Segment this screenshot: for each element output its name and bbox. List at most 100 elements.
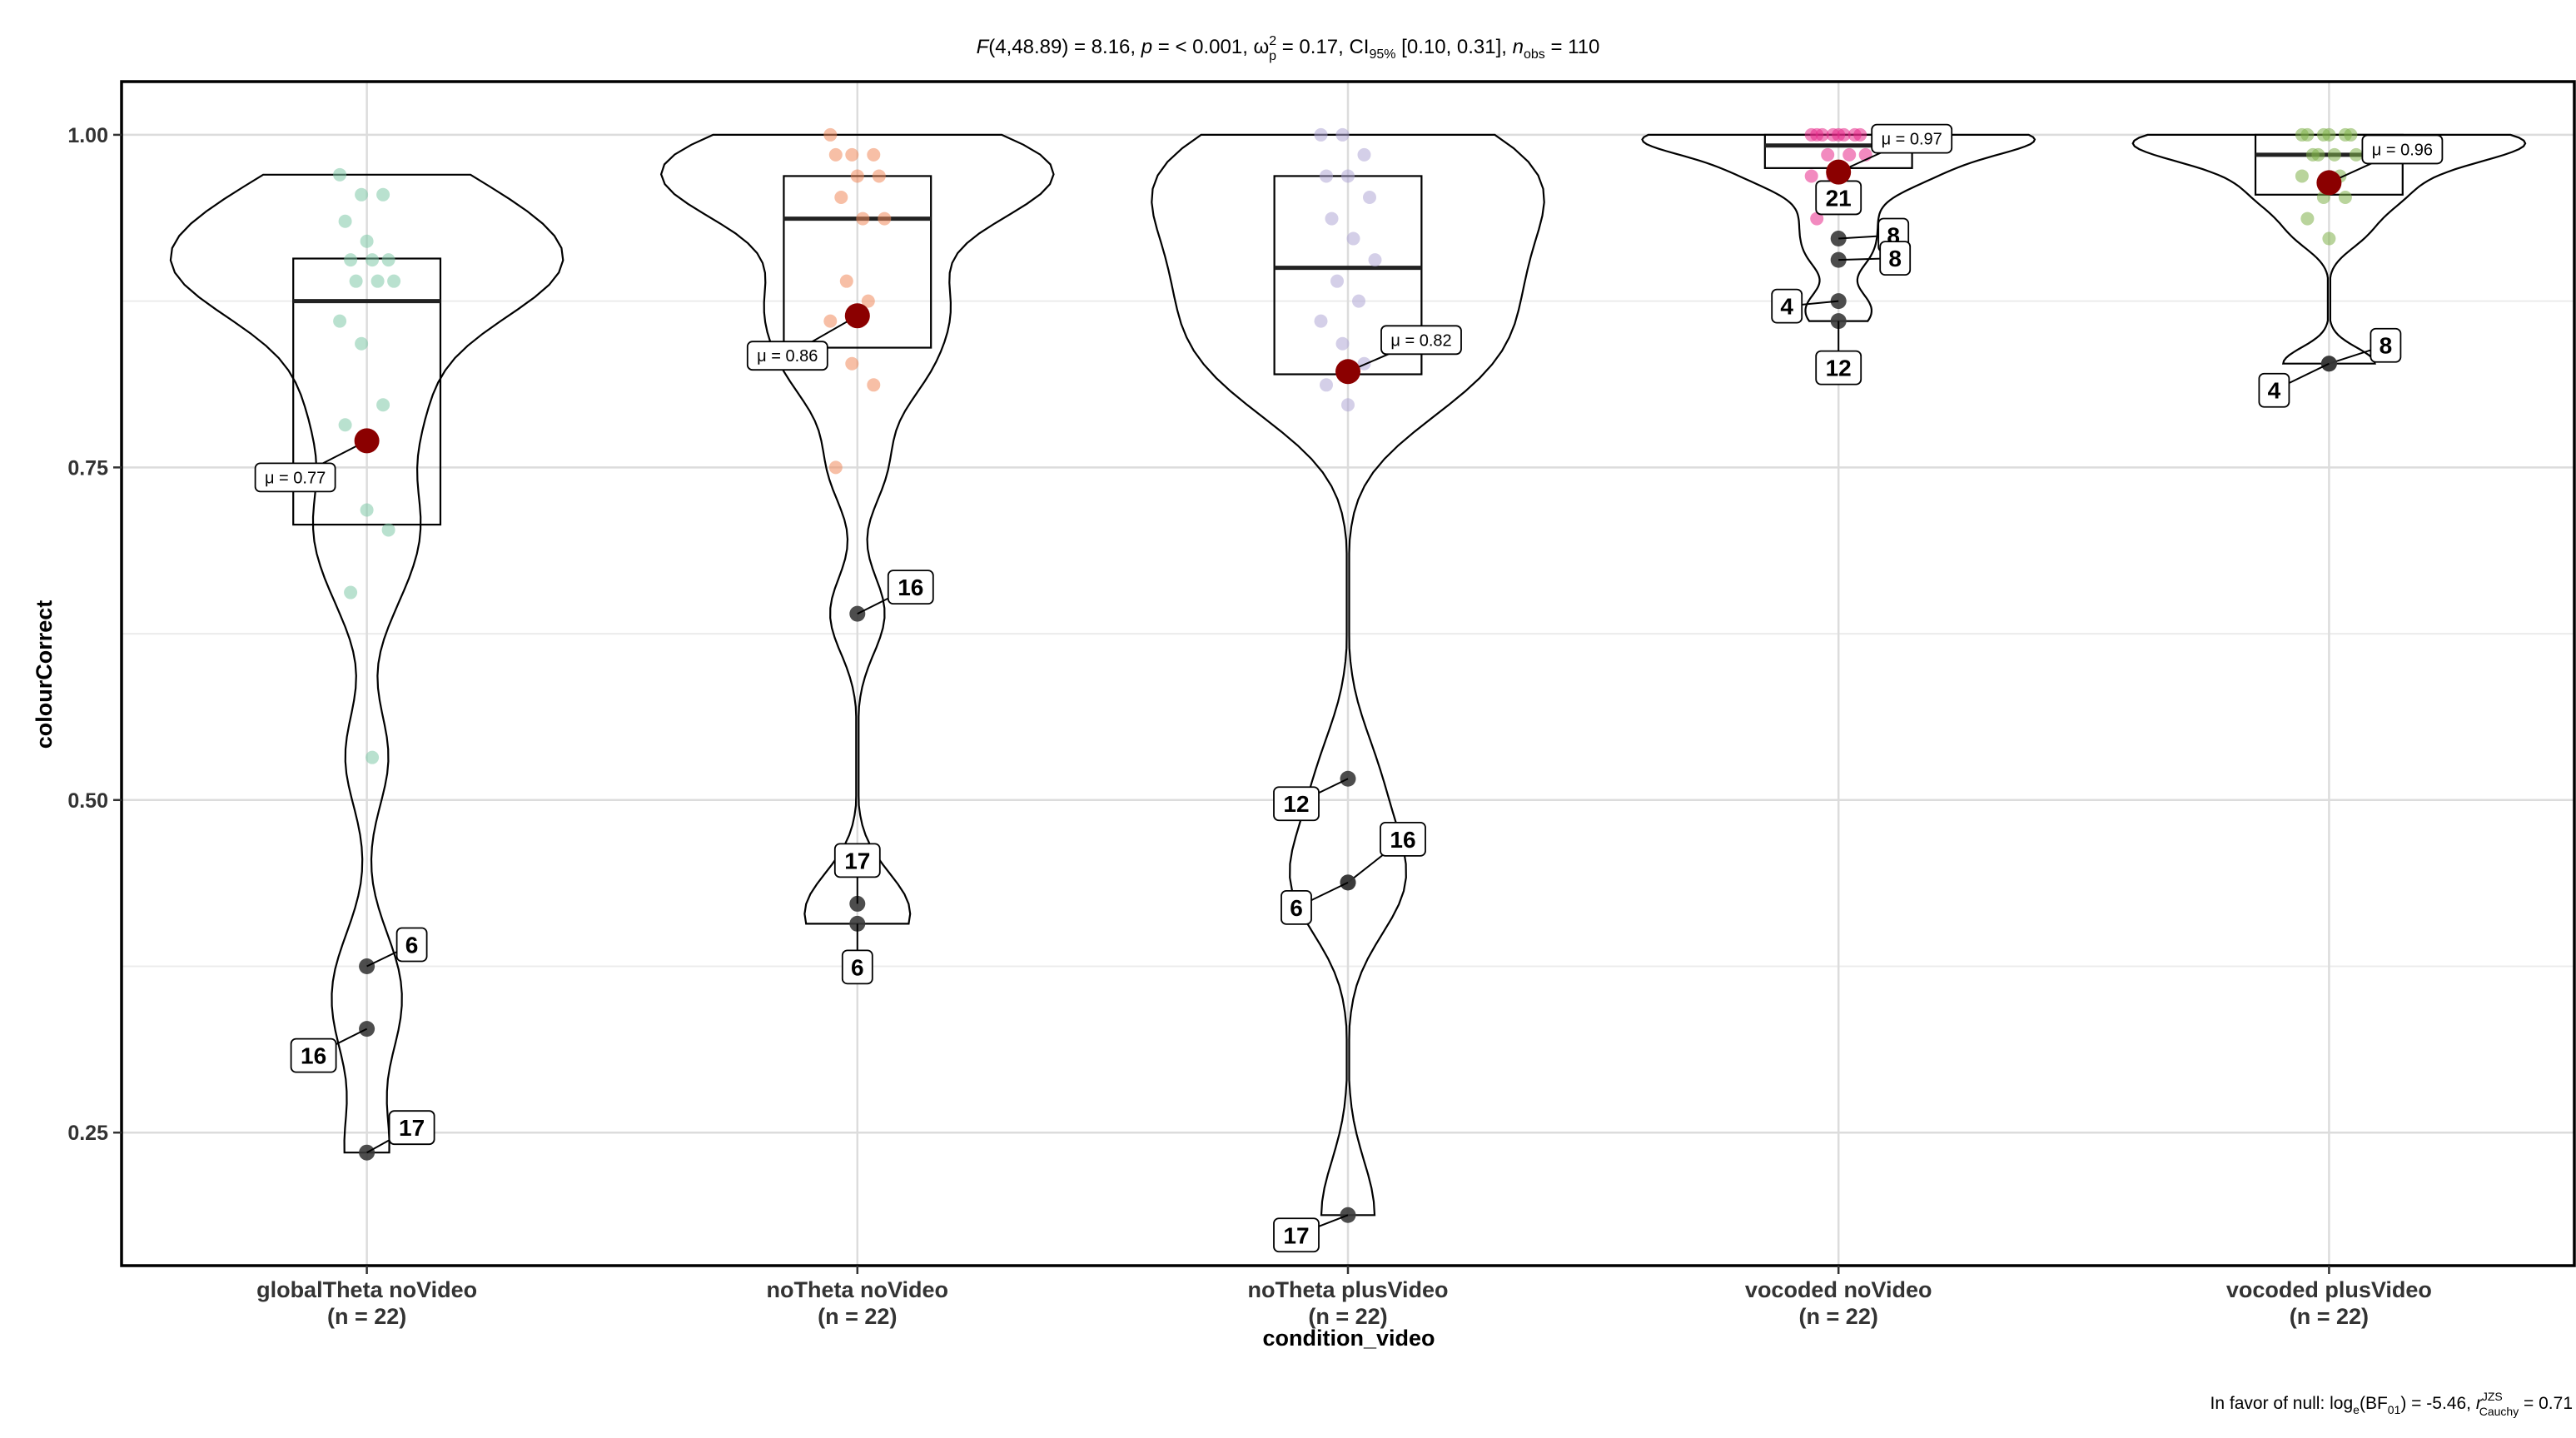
data-point bbox=[333, 167, 347, 182]
y-tick-label: 0.50 bbox=[67, 789, 108, 813]
mean-point bbox=[844, 303, 870, 329]
outlier-label: 12 bbox=[1826, 356, 1852, 381]
x-tick-label: noTheta noVideo bbox=[767, 1277, 949, 1302]
data-point bbox=[823, 314, 838, 328]
data-point bbox=[366, 253, 380, 267]
outlier-label-box bbox=[1815, 350, 1862, 386]
data-point bbox=[856, 211, 870, 226]
data-point bbox=[2344, 127, 2358, 142]
outlier-label-box bbox=[1281, 889, 1312, 925]
data-point bbox=[1314, 314, 1328, 328]
data-point bbox=[355, 187, 369, 202]
y-tick-label: 1.00 bbox=[67, 124, 108, 147]
data-point bbox=[839, 274, 853, 288]
outlier-label: 8 bbox=[2380, 333, 2393, 359]
data-point bbox=[1341, 169, 1355, 183]
data-point bbox=[861, 294, 875, 308]
data-point bbox=[872, 169, 886, 183]
data-point bbox=[2327, 147, 2341, 162]
mean-point bbox=[2316, 170, 2342, 196]
data-point bbox=[867, 378, 881, 392]
outlier-label: 8 bbox=[1888, 246, 1902, 271]
outlier-label: 16 bbox=[1390, 827, 1415, 853]
data-point bbox=[1346, 231, 1360, 246]
data-point bbox=[2300, 211, 2315, 226]
data-point bbox=[376, 187, 390, 202]
data-point bbox=[1330, 274, 1344, 288]
mean-point bbox=[1826, 159, 1852, 185]
outlier-label: 17 bbox=[399, 1115, 425, 1141]
outlier-label: 4 bbox=[2268, 378, 2281, 404]
data-point bbox=[1853, 127, 1867, 142]
data-point bbox=[834, 191, 848, 205]
mean-label-box bbox=[254, 462, 336, 493]
data-point bbox=[1357, 356, 1371, 371]
data-point bbox=[828, 460, 843, 475]
data-point bbox=[2349, 147, 2363, 162]
chart-caption: In favor of null: loge(BF01) = -5.46, rJ… bbox=[2210, 1390, 2573, 1418]
x-axis-title: condition_video bbox=[1262, 1326, 1435, 1351]
data-point bbox=[2311, 147, 2325, 162]
data-point bbox=[2300, 127, 2315, 142]
mean-label-box bbox=[2361, 134, 2444, 165]
data-point bbox=[1314, 127, 1328, 142]
outlier-label: 16 bbox=[301, 1043, 326, 1069]
y-tick-label: 0.25 bbox=[67, 1122, 108, 1145]
x-tick-label: noTheta plusVideo bbox=[1247, 1277, 1448, 1302]
mean-label-box bbox=[1871, 123, 1953, 154]
outlier-label: 17 bbox=[1283, 1222, 1309, 1248]
mean-label-box bbox=[746, 341, 828, 371]
mean-point bbox=[354, 428, 380, 454]
data-point bbox=[867, 147, 881, 162]
x-tick-n-label: (n = 22) bbox=[818, 1304, 897, 1329]
outlier-label-box bbox=[395, 927, 428, 963]
data-point bbox=[850, 169, 864, 183]
data-point bbox=[360, 234, 374, 248]
x-tick-label: vocoded noVideo bbox=[1745, 1277, 1932, 1302]
data-point bbox=[1368, 253, 1382, 267]
x-tick-n-label: (n = 22) bbox=[2290, 1304, 2369, 1329]
y-tick-label: 0.75 bbox=[67, 456, 108, 480]
outlier-label-box bbox=[2370, 327, 2402, 363]
data-point bbox=[1804, 169, 1818, 183]
mean-label: μ = 0.77 bbox=[265, 469, 326, 487]
data-point bbox=[1363, 191, 1376, 205]
data-point bbox=[360, 503, 374, 517]
data-point bbox=[333, 314, 347, 328]
data-point bbox=[845, 147, 859, 162]
outlier-label: 6 bbox=[1290, 895, 1303, 921]
y-axis-title: colourCorrect bbox=[32, 600, 57, 749]
data-point bbox=[1335, 336, 1350, 351]
mean-label: μ = 0.86 bbox=[757, 347, 818, 366]
outlier-label-box bbox=[388, 1110, 435, 1146]
data-point bbox=[344, 585, 358, 600]
chart-subtitle: F(4,48.89) = 8.16, p = < 0.001, ω2 p = 0.… bbox=[977, 34, 1600, 63]
violin bbox=[659, 133, 1055, 925]
data-point bbox=[845, 356, 859, 371]
outlier-label-box bbox=[1879, 241, 1912, 276]
outlier-label-box bbox=[2258, 372, 2290, 408]
data-point bbox=[2322, 127, 2336, 142]
outlier-label-box bbox=[1380, 821, 1426, 857]
outlier-label-box bbox=[833, 843, 881, 878]
outlier-label: 6 bbox=[851, 954, 864, 980]
x-tick-label: vocoded plusVideo bbox=[2226, 1277, 2432, 1302]
outlier-label-box bbox=[1771, 288, 1803, 324]
outlier-label: 6 bbox=[405, 933, 419, 958]
mean-label: μ = 0.97 bbox=[1882, 131, 1942, 149]
data-point bbox=[387, 274, 401, 288]
violin bbox=[2131, 133, 2527, 365]
x-tick-n-label: (n = 22) bbox=[327, 1304, 406, 1329]
data-point bbox=[1341, 398, 1355, 412]
data-point bbox=[1335, 127, 1350, 142]
data-point bbox=[370, 274, 385, 288]
data-point bbox=[1810, 211, 1824, 226]
data-point bbox=[1320, 378, 1333, 392]
outlier-label: 12 bbox=[1283, 791, 1309, 817]
data-point bbox=[878, 211, 892, 226]
data-point bbox=[2338, 191, 2352, 205]
data-point bbox=[381, 253, 395, 267]
